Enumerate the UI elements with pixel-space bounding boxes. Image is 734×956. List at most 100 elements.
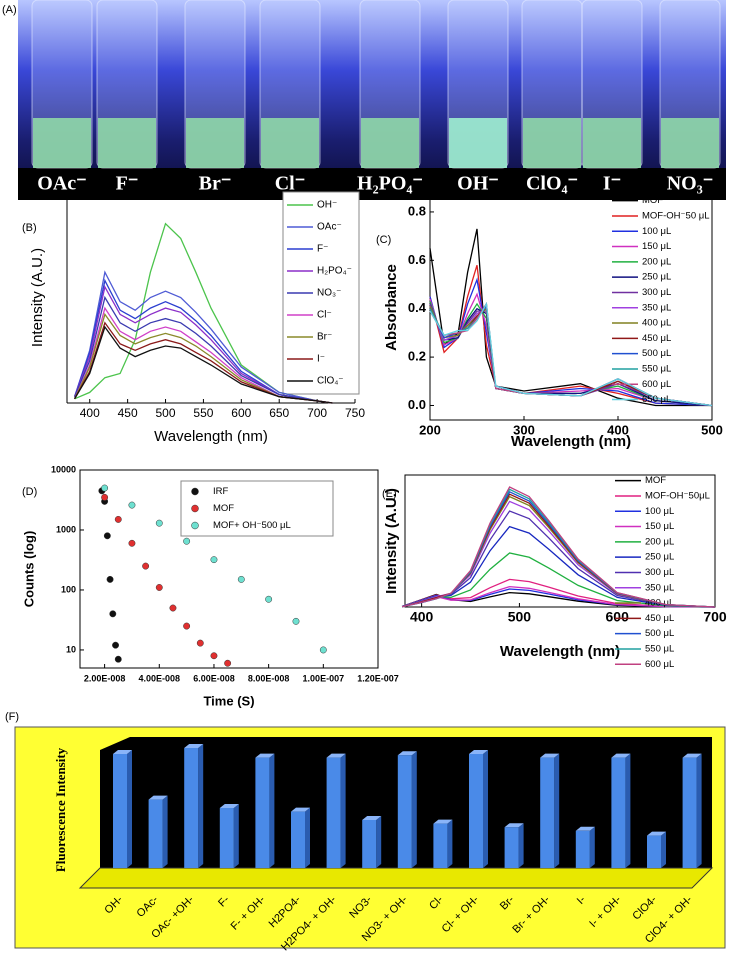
bar-top (611, 753, 631, 758)
point (114, 655, 122, 663)
x-tick-label: 6.00E-008 (193, 673, 235, 683)
y-axis-label: Intensity (A.U.) (383, 488, 400, 594)
series-line (429, 301, 713, 407)
bar (504, 827, 519, 868)
bar-top (255, 753, 275, 758)
point (101, 493, 109, 501)
y-axis-label: Counts (log) (21, 531, 36, 608)
legend-label: MOF (642, 195, 663, 206)
y-axis-label: Intensity (A.U.) (29, 248, 46, 347)
x-tick-label: 1.20E-007 (357, 673, 399, 683)
x-tick-label: 4.00E-008 (139, 673, 181, 683)
legend-label: 600 μL (645, 659, 674, 670)
point (142, 562, 150, 570)
bar-side (305, 807, 310, 868)
point (128, 501, 136, 509)
vial-liquid (261, 118, 319, 168)
bar (397, 755, 412, 868)
x-tick-label: 650 (269, 406, 289, 420)
x-tick-label: 500 (156, 406, 176, 420)
panel-label: (C) (376, 234, 391, 246)
vial-label: OAc⁻ (37, 173, 86, 195)
series-line (74, 325, 333, 404)
bar-top (504, 823, 524, 828)
x-axis-label: Wavelength (nm) (154, 428, 268, 445)
bar (148, 799, 163, 868)
y-tick-label: 0.0 (408, 397, 426, 412)
point (196, 639, 204, 647)
bar-floor (78, 867, 714, 889)
x-tick-label: 500 (701, 422, 723, 437)
bar (219, 808, 234, 868)
legend-label: 150 μL (642, 241, 671, 252)
plot-frame (79, 469, 379, 669)
x-axis-label: Time (S) (203, 693, 254, 708)
legend-label: 150 μL (645, 521, 674, 532)
legend-label: 200 μL (642, 256, 671, 267)
vial-liquid (98, 118, 156, 168)
vial-liquid (661, 118, 719, 168)
point (103, 532, 111, 540)
x-tick-label: 700 (703, 609, 727, 625)
legend-label: 350 μL (645, 582, 674, 593)
legend-label: Br⁻ (317, 332, 332, 343)
vial-liquid (33, 118, 91, 168)
y-tick-label: 0.4 (408, 300, 427, 315)
panel-label: (B) (22, 222, 37, 234)
x-tick-label: 450 (118, 406, 138, 420)
vial-label: F⁻ (116, 173, 139, 195)
point (112, 641, 119, 649)
bar-side (518, 823, 524, 868)
legend-swatch (191, 487, 199, 496)
y-tick-label: 0.6 (408, 252, 426, 267)
bar-top (433, 819, 453, 824)
bar-side (127, 750, 132, 868)
point (183, 622, 191, 630)
bar-top (362, 816, 382, 820)
y-tick-label: 0.2 (408, 349, 426, 364)
x-axis-label: Wavelength (nm) (500, 643, 620, 660)
x-tick-label: 600 (606, 609, 630, 625)
bar-side (411, 751, 417, 868)
legend-label: MOF (213, 503, 234, 514)
panel-label: (E) (382, 488, 397, 500)
bar-top (184, 744, 204, 748)
point (265, 595, 273, 603)
x-tick-label: 1.00E-007 (303, 673, 345, 683)
x-tick-label: 2.00E-008 (84, 673, 126, 683)
bar (362, 820, 377, 868)
bar-side (198, 744, 204, 868)
point (319, 646, 327, 654)
bar-side (554, 753, 560, 868)
legend-label: MOF-OH⁻50 μL (642, 210, 710, 221)
bar-side (589, 826, 595, 868)
bar-side (625, 753, 631, 868)
legend-label: 200 μL (645, 536, 674, 547)
point (169, 604, 177, 612)
bar-side (162, 795, 168, 868)
point (237, 575, 245, 583)
bar-top (469, 750, 488, 754)
bar-top (682, 753, 702, 758)
vial-liquid (186, 118, 244, 168)
legend-label: 300 μL (645, 567, 674, 578)
point (155, 584, 163, 591)
vial-liquid (583, 118, 641, 168)
legend-label: 100 μL (645, 506, 674, 517)
bar-top (647, 831, 666, 836)
panel-label: (A) (2, 4, 17, 16)
point (128, 539, 136, 547)
x-tick-label: 200 (419, 422, 441, 437)
legend-swatch (191, 521, 199, 530)
legend-label: NO₃⁻ (317, 288, 341, 299)
bar-side (483, 750, 488, 868)
legend-label: H₂PO₄⁻ (317, 266, 352, 277)
x-tick-label: 8.00E-008 (248, 673, 290, 683)
legend-frame (180, 480, 334, 537)
y-tick-label: 100 (61, 584, 76, 594)
vial-liquid (523, 118, 581, 168)
bar (291, 811, 305, 868)
bar-top (113, 750, 132, 754)
vial-label: I⁻ (603, 173, 621, 195)
